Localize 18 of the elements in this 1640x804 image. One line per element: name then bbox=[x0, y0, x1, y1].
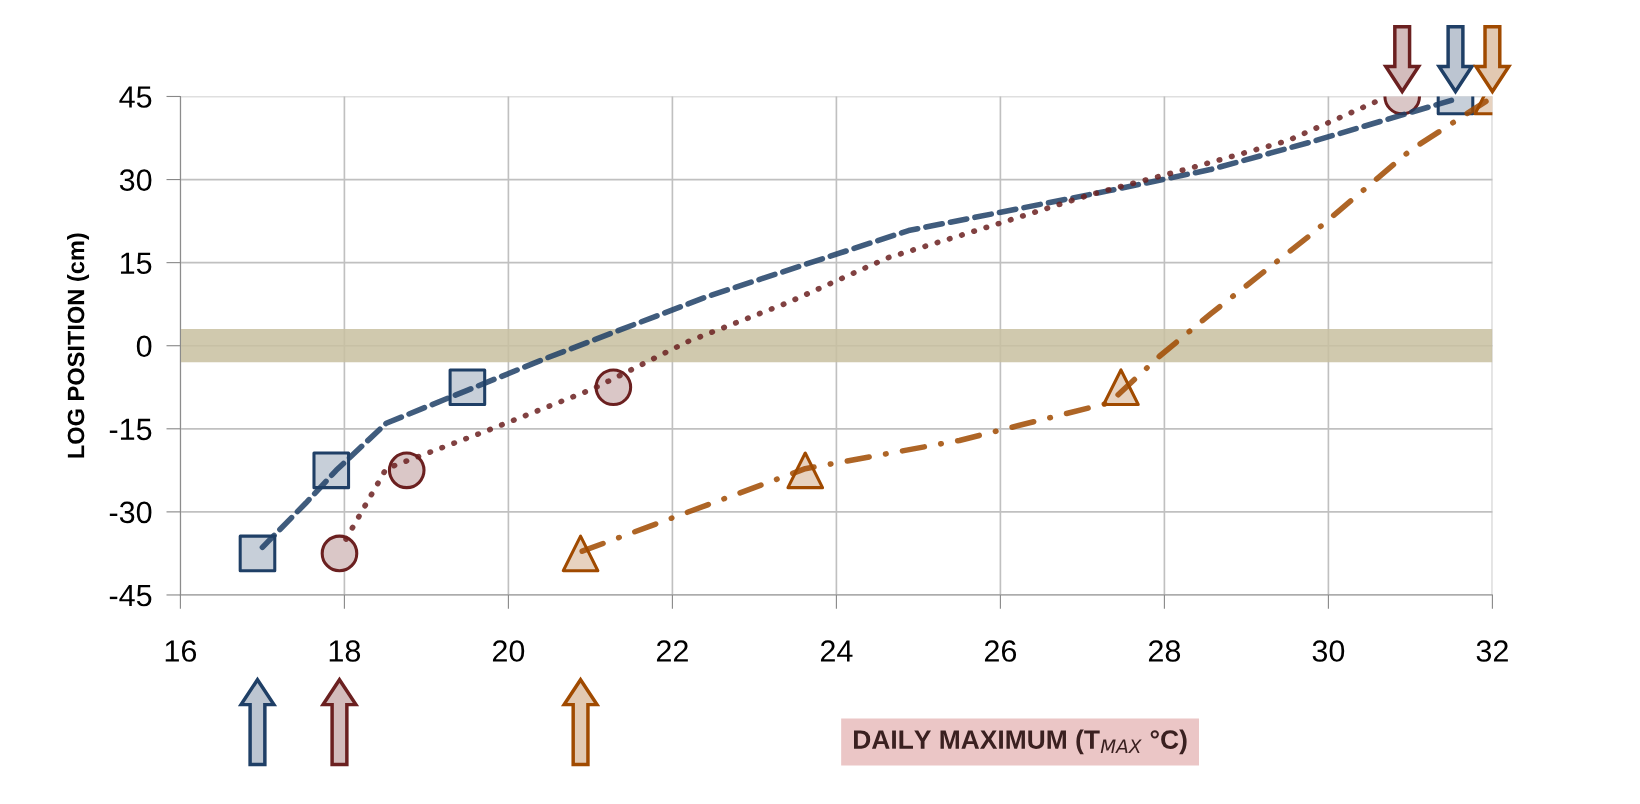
y-tick-label: -15 bbox=[109, 418, 152, 441]
x-tick-label: 26 bbox=[984, 640, 1017, 662]
y-tick-label: 15 bbox=[120, 252, 152, 275]
x-tick-label: 20 bbox=[492, 640, 525, 662]
x-tick-label: 22 bbox=[656, 640, 688, 662]
y-tick-label: 30 bbox=[119, 169, 152, 191]
y-tick-label: -45 bbox=[109, 585, 152, 607]
y-tick-label: -30 bbox=[109, 501, 152, 524]
x-tick-label: 18 bbox=[329, 640, 361, 662]
y-tick-label: 45 bbox=[119, 86, 152, 108]
x-tick-label: 24 bbox=[820, 640, 853, 662]
x-tick-label: 32 bbox=[1476, 640, 1508, 662]
y-tick-label: 0 bbox=[136, 335, 152, 358]
x-axis-title: DAILY MAXIMUM (T$_{MAX}$ °C) bbox=[854, 729, 1187, 755]
x-tick-label: 30 bbox=[1312, 640, 1345, 662]
y-axis-title: LOG POSITION (cm) bbox=[67, 233, 90, 458]
x-tick-label: 16 bbox=[165, 640, 197, 662]
x-tick-label: 28 bbox=[1148, 640, 1181, 662]
